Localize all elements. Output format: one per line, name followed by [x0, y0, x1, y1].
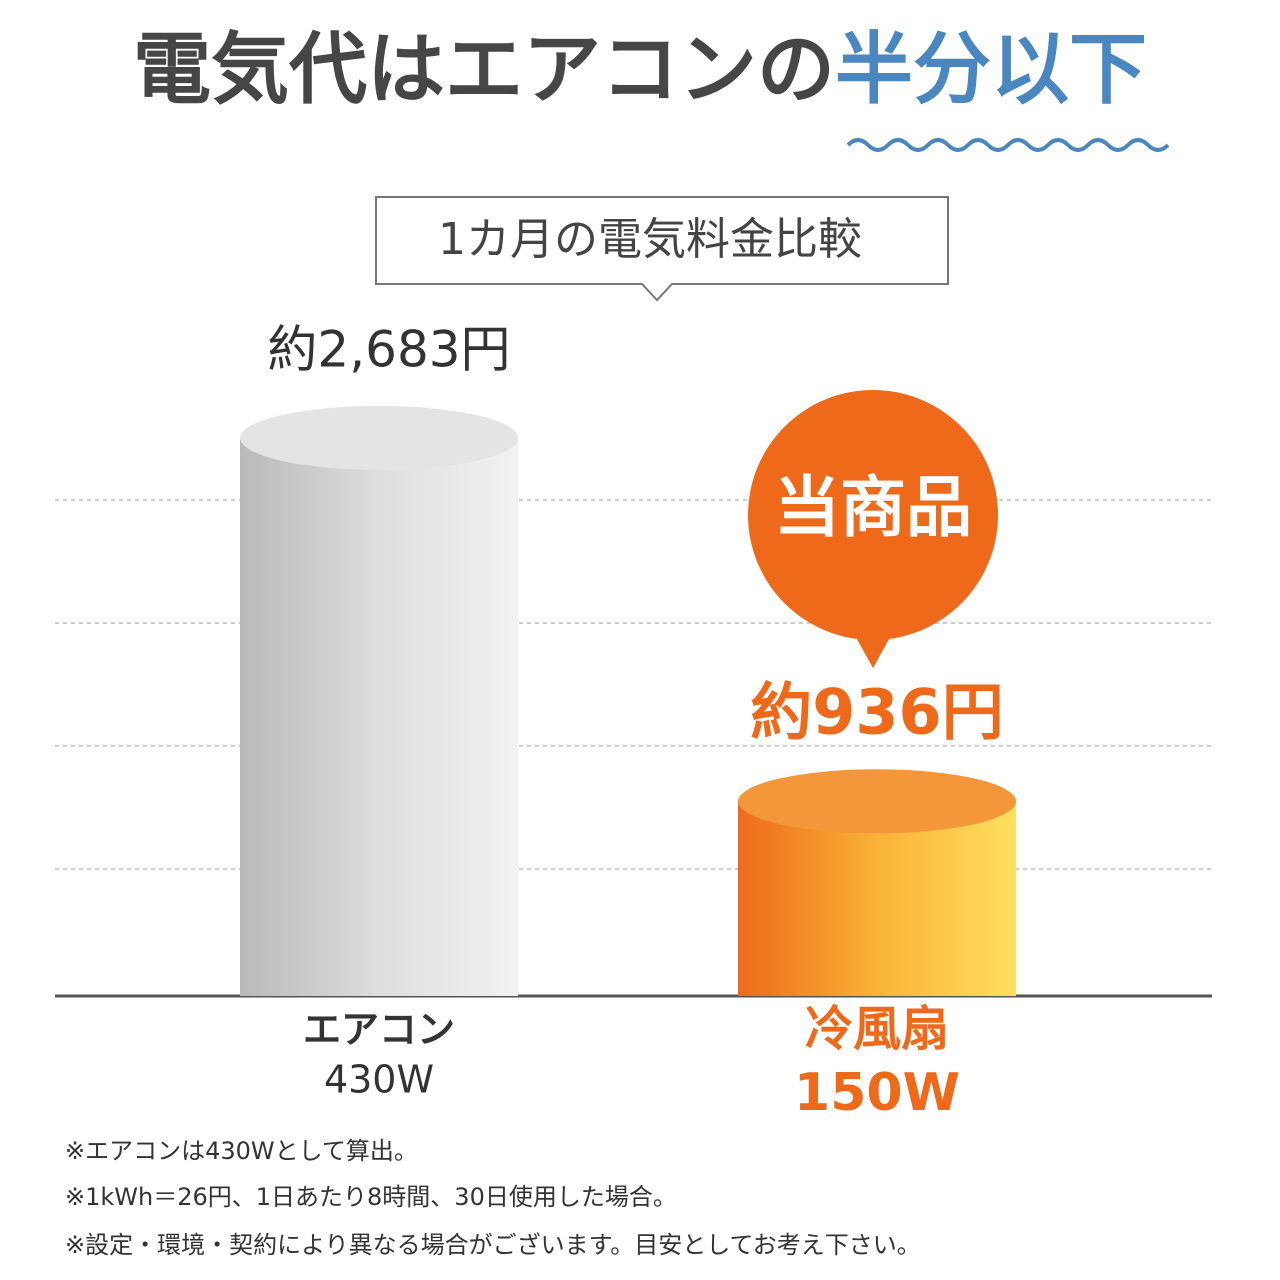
footnote: ※設定・環境・契約により異なる場合がございます。目安としてお考え下さい。 [65, 1231, 921, 1259]
x-tick-sublabel: 430W [324, 1058, 434, 1102]
footnotes: ※エアコンは430Wとして算出。 ※1kWh＝26円、1日あたり8時間、30日使… [65, 1137, 921, 1259]
bar-top [240, 405, 518, 470]
x-tick-sublabel: 150W [794, 1063, 960, 1123]
title-highlight: 半分以下 [835, 25, 1147, 115]
bar [240, 437, 518, 996]
chart-title: 電気代はエアコンの半分以下 [133, 25, 1147, 115]
badge-pointer [853, 632, 893, 668]
value-label: 約936円 [750, 675, 1003, 748]
badge-text: 当商品 [774, 469, 972, 546]
x-tick-label: 冷風扇 [805, 1001, 949, 1057]
bar [738, 801, 1016, 996]
footnote: ※1kWh＝26円、1日あたり8時間、30日使用した場合。 [65, 1183, 677, 1211]
bar-top [738, 769, 1016, 834]
grid [55, 499, 1212, 870]
badge [748, 390, 998, 640]
x-tick-label: エアコン [303, 1008, 455, 1052]
subtitle: 1カ月の電気料金比較 [438, 214, 862, 265]
wave-underline [846, 138, 1170, 152]
subtitle-box [375, 196, 949, 302]
footnote: ※エアコンは430Wとして算出。 [65, 1137, 418, 1165]
value-label: 約2,683円 [267, 320, 510, 378]
title-part: 電気代はエアコンの [133, 25, 835, 115]
